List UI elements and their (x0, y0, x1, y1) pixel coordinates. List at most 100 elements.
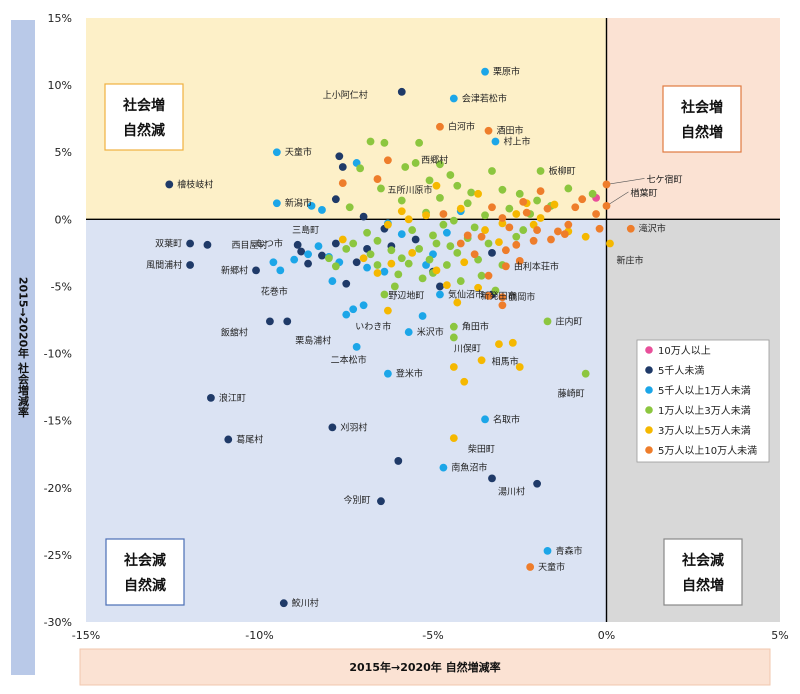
y-tick-label: -5% (51, 280, 72, 293)
labeled-point (165, 180, 174, 189)
labeled-point (404, 328, 413, 336)
labeled-point (349, 305, 358, 314)
point (387, 246, 396, 255)
labeled-point (491, 137, 500, 146)
point (488, 167, 496, 175)
y-tick-label: 10% (48, 79, 72, 92)
point (477, 271, 486, 280)
point-label: 野辺地町 (388, 289, 424, 301)
point (495, 238, 503, 247)
point-label: 刈羽村 (340, 421, 367, 433)
point-label: 二本松市 (331, 354, 367, 366)
point (522, 208, 531, 217)
labeled-point (207, 393, 215, 402)
point (560, 230, 569, 238)
quadrant-line1: 社会減 (681, 552, 724, 569)
point (515, 363, 524, 371)
point (331, 195, 340, 204)
point (373, 261, 382, 269)
point-label: 米沢市 (417, 326, 444, 338)
point-label: 湯川村 (498, 485, 525, 497)
point (456, 204, 465, 213)
point (498, 185, 507, 194)
y-tick-labels: 15% 10% 5% 0% -5% -10% -15% -20% -25% -30% (44, 12, 72, 629)
labeled-point (377, 497, 385, 506)
labeled-point (397, 87, 406, 96)
point (460, 258, 469, 267)
labeled-point (186, 239, 195, 248)
point (307, 202, 316, 210)
point-label: 登米市 (396, 368, 423, 380)
point (338, 179, 347, 187)
point (554, 227, 562, 236)
point (397, 254, 406, 263)
point-label: 飯舘村 (221, 326, 248, 338)
point (467, 188, 476, 197)
legend-label: 1万人以上3万人未満 (658, 405, 751, 417)
labeled-point (272, 199, 281, 208)
point (342, 244, 351, 253)
point (304, 259, 312, 268)
point-label: 相馬市 (492, 355, 519, 367)
point (498, 214, 507, 222)
point-label: 名取市 (493, 413, 520, 425)
labeled-point (373, 175, 382, 183)
point (474, 189, 483, 198)
point (318, 206, 326, 214)
labeled-point (501, 262, 510, 271)
quadrant-line1: 社会増 (680, 99, 723, 116)
point (436, 193, 444, 202)
point (383, 156, 392, 165)
point-label: 楢葉町 (631, 187, 658, 199)
x-axis-label-band (79, 648, 771, 686)
point (495, 340, 503, 349)
quadrant-box (662, 85, 742, 153)
point (460, 377, 469, 386)
labeled-point (203, 240, 212, 249)
labeled-point (543, 317, 552, 326)
point (519, 226, 528, 234)
point (411, 235, 420, 244)
legend-marker (645, 426, 653, 434)
legend-marker (645, 346, 653, 354)
quadrant-line1: 社会増 (122, 97, 165, 114)
point-label: 青森市 (556, 545, 583, 557)
point-label: 栗原市 (493, 66, 520, 78)
point (401, 163, 410, 171)
point (481, 211, 489, 220)
point (331, 239, 340, 248)
data-points (165, 67, 635, 608)
point (377, 184, 385, 193)
legend-label: 5千人未満 (658, 365, 704, 377)
point (331, 262, 340, 271)
point (442, 261, 451, 269)
point (432, 181, 441, 190)
point-label: 川俣町 (454, 342, 481, 354)
point (550, 200, 559, 209)
labeled-point (436, 122, 444, 131)
point (456, 239, 465, 248)
labeled-point (449, 333, 458, 342)
point (425, 176, 434, 185)
point (595, 224, 604, 233)
x-tick-label: 5% (771, 629, 788, 642)
labeled-point (536, 167, 545, 175)
point (359, 212, 368, 221)
point-label: 会津若松市 (462, 93, 507, 105)
point (363, 228, 371, 237)
point-label: 檜枝岐村 (177, 178, 213, 190)
point (512, 210, 521, 218)
y-axis-label: 2015→2020年 社会増減率 (17, 277, 31, 418)
labeled-point (252, 266, 260, 275)
point (470, 223, 479, 232)
point (543, 204, 552, 213)
point (439, 210, 448, 218)
point (342, 310, 351, 319)
quadrant-box (663, 538, 743, 606)
legend: 10万人以上 5千人未満 5千人以上1万人未満 1万人以上3万人未満 3万人以上5万人未… (636, 339, 770, 463)
point (488, 203, 496, 212)
point (442, 281, 451, 290)
